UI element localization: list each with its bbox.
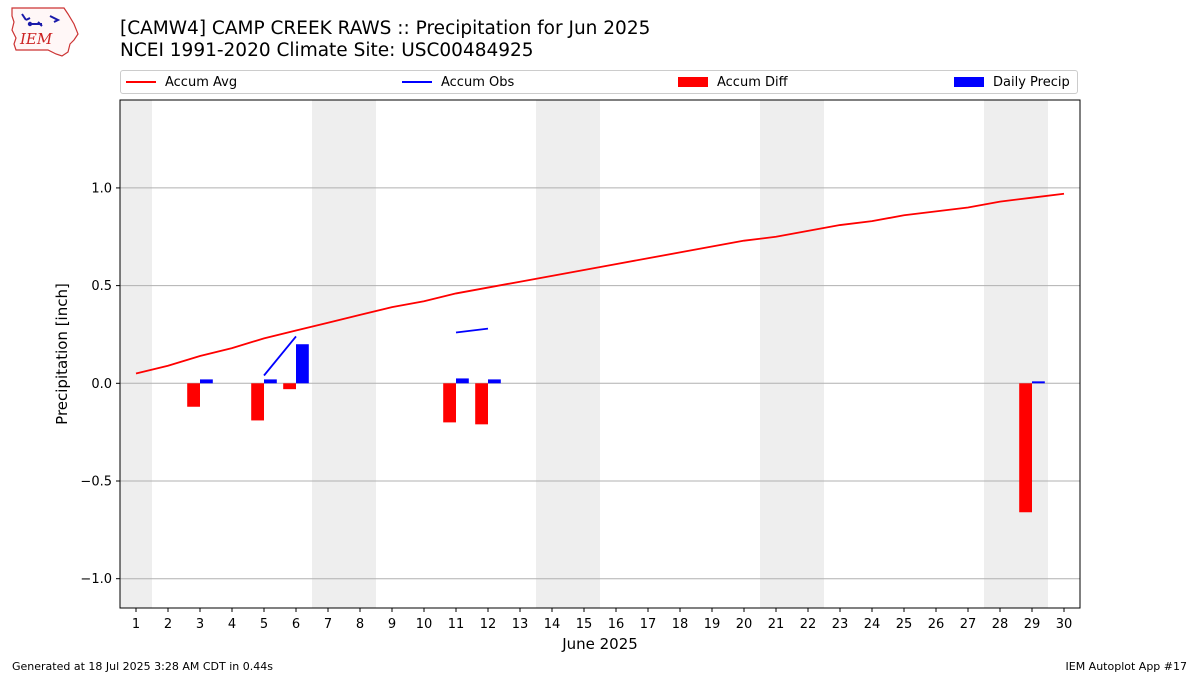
x-tick-label: 6 (292, 617, 300, 632)
weekend-band (568, 100, 600, 608)
x-tick-label: 13 (512, 617, 529, 632)
chart-legend: Accum Avg Accum Obs Accum Diff Daily Precip (120, 70, 1078, 94)
weekend-band (984, 100, 1016, 608)
x-tick-label: 11 (448, 617, 465, 632)
x-tick-label: 22 (800, 617, 817, 632)
weekend-band (312, 100, 344, 608)
accum-obs-line (455, 327, 489, 334)
x-axis-label: June 2025 (561, 635, 638, 653)
weekend-band (792, 100, 824, 608)
series-lines (135, 192, 1065, 377)
x-tick-label: 15 (576, 617, 593, 632)
accum-diff-bar (443, 383, 456, 423)
x-tick-label: 9 (388, 617, 396, 632)
x-tick-label: 5 (260, 617, 268, 632)
y-gridlines (120, 187, 1080, 580)
daily-precip-bar (296, 344, 309, 384)
generated-timestamp: Generated at 18 Jul 2025 3:28 AM CDT in … (12, 660, 273, 673)
y-tick-label: 0.5 (91, 279, 112, 294)
legend-item: Accum Avg (126, 71, 237, 93)
x-tick-label: 23 (832, 617, 849, 632)
legend-item: Accum Obs (402, 71, 514, 93)
x-tick-label: 18 (672, 617, 689, 632)
bars (187, 344, 1045, 513)
x-tick-label: 28 (992, 617, 1009, 632)
x-tick-label: 12 (480, 617, 497, 632)
x-tick-label: 4 (228, 617, 236, 632)
accum-diff-bar (283, 383, 296, 390)
x-tick-label: 7 (324, 617, 332, 632)
weekend-bands (120, 100, 1048, 608)
x-tick-label: 24 (864, 617, 881, 632)
x-tick-label: 27 (960, 617, 977, 632)
x-tick-label: 19 (704, 617, 721, 632)
daily-precip-bar (200, 379, 213, 384)
accum-diff-bar (187, 383, 200, 407)
accum-diff-bar (1019, 383, 1032, 513)
y-tick-label: −0.5 (80, 475, 112, 490)
legend-label: Daily Precip (993, 74, 1070, 90)
weekend-band (536, 100, 568, 608)
x-tick-label: 30 (1056, 617, 1073, 632)
chart-subtitle: NCEI 1991-2020 Climate Site: USC00484925 (120, 40, 534, 61)
y-tick-label: 1.0 (91, 181, 112, 196)
legend-label: Accum Obs (441, 74, 515, 90)
y-tick-label: 0.0 (91, 377, 112, 392)
weekend-band (760, 100, 792, 608)
x-tick-label: 21 (768, 617, 785, 632)
daily-precip-bar (1032, 381, 1045, 384)
legend-item: Daily Precip (954, 71, 1070, 93)
x-tick-label: 8 (356, 617, 364, 632)
x-tick-label: 26 (928, 617, 945, 632)
x-tick-label: 17 (640, 617, 657, 632)
accum-diff-bar (475, 383, 488, 425)
axes: −1.0−0.50.00.51.01 2 3 4 5 6 7 8 9 10 11 12 13 14 15 16… (80, 181, 1072, 632)
legend-label: Accum Avg (165, 74, 238, 90)
x-tick-label: 20 (736, 617, 753, 632)
legend-swatch (678, 77, 708, 87)
x-tick-label: 29 (1024, 617, 1041, 632)
legend-label: Accum Diff (717, 74, 788, 90)
legend-swatch (126, 81, 156, 83)
legend-item: Accum Diff (678, 71, 788, 93)
app-id: IEM Autoplot App #17 (1065, 660, 1188, 673)
x-tick-label: 14 (544, 617, 561, 632)
legend-swatch (402, 81, 432, 83)
weekend-band (1016, 100, 1048, 608)
accum-diff-bar (251, 383, 264, 421)
accum-obs-line (263, 335, 297, 377)
svg-text:IEM: IEM (19, 30, 53, 48)
x-tick-label: 3 (196, 617, 204, 632)
weekend-band (120, 100, 152, 608)
y-tick-label: −1.0 (80, 572, 112, 587)
x-tick-label: 25 (896, 617, 913, 632)
x-tick-label: 1 (132, 617, 140, 632)
accum-avg-line (135, 192, 1065, 375)
y-axis-label: Precipitation [inch] (53, 283, 71, 425)
weekend-band (344, 100, 376, 608)
iem-logo: IEM (11, 7, 79, 57)
x-tick-label: 16 (608, 617, 625, 632)
daily-precip-bar (264, 379, 277, 384)
chart-title: [CAMW4] CAMP CREEK RAWS :: Precipitation… (120, 18, 651, 39)
plot-frame (119, 99, 1081, 609)
daily-precip-bar (488, 379, 501, 384)
legend-swatch (954, 77, 984, 87)
daily-precip-bar (456, 378, 469, 384)
x-tick-label: 2 (164, 617, 172, 632)
x-tick-label: 10 (416, 617, 433, 632)
